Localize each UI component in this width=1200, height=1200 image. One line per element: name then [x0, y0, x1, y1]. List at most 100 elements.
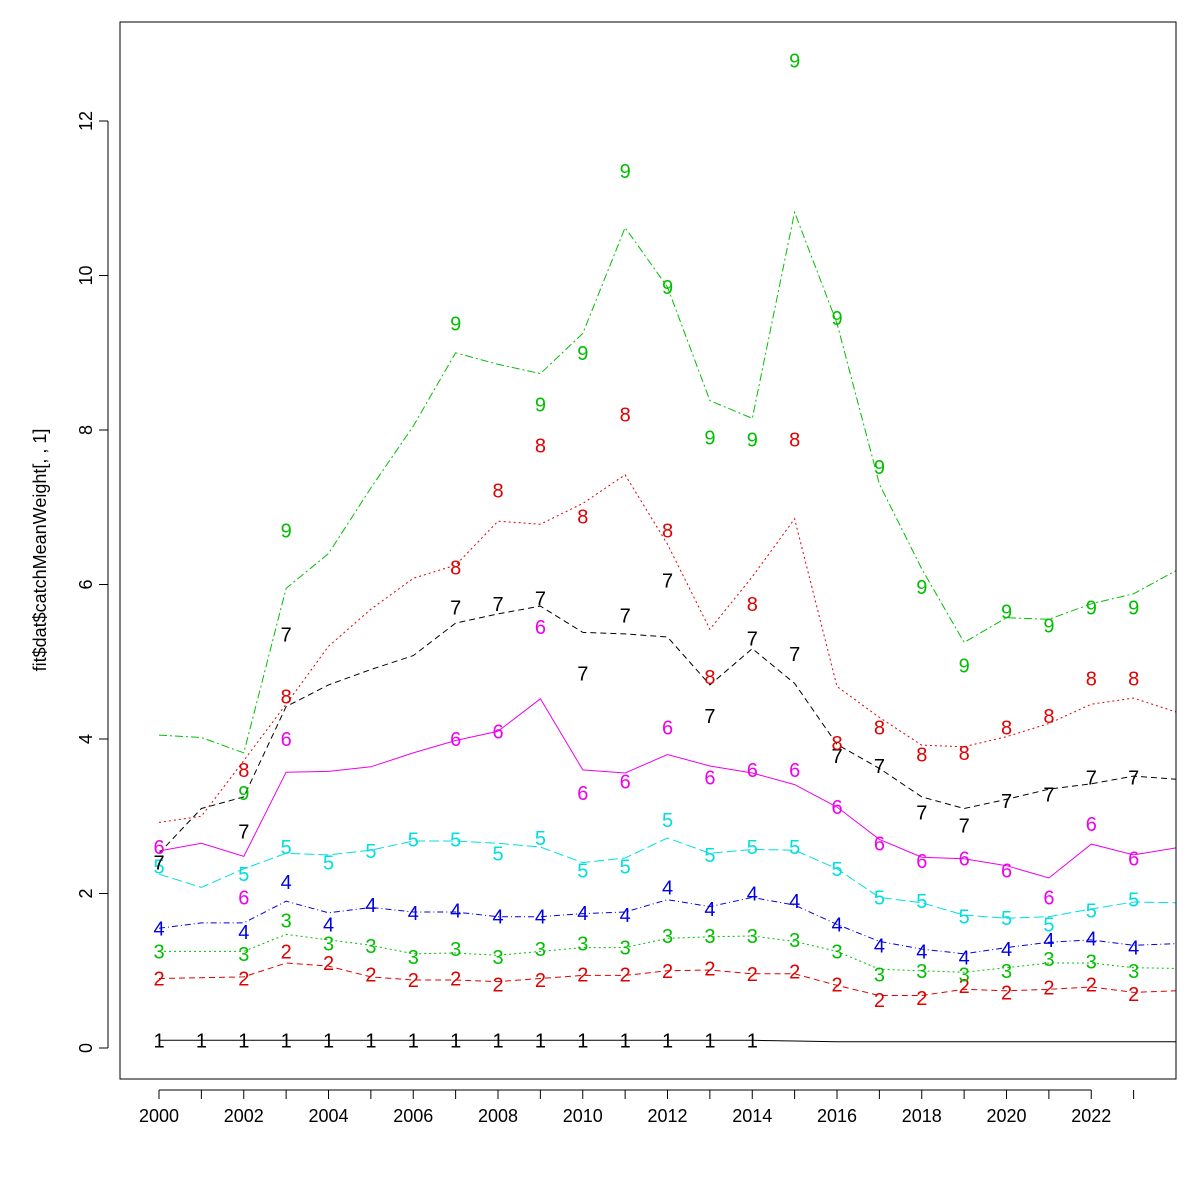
point-label-series-4: 4 — [1086, 928, 1097, 950]
x-tick-label: 2008 — [478, 1106, 518, 1126]
point-label-series-3: 3 — [281, 911, 292, 933]
point-label-series-1: 1 — [281, 1030, 292, 1052]
point-label-series-3: 3 — [789, 930, 800, 952]
y-axis: 0 2 4 6 8 10 12 — [76, 111, 109, 1053]
point-label-series-7: 7 — [281, 625, 292, 647]
point-label-series-9: 9 — [238, 783, 249, 805]
series-line-8 — [158, 474, 1177, 823]
point-label-series-7: 7 — [1086, 768, 1097, 790]
point-label-series-4: 4 — [620, 905, 631, 927]
point-label-series-9: 9 — [959, 656, 970, 678]
y-tick-label: 8 — [76, 425, 96, 435]
point-label-series-8: 8 — [577, 507, 588, 529]
point-label-series-8: 8 — [662, 520, 673, 542]
series-line-7 — [158, 605, 1177, 854]
y-tick-label: 2 — [76, 888, 96, 898]
x-tick-label: 2004 — [308, 1106, 348, 1126]
point-label-series-8: 8 — [450, 558, 461, 580]
point-label-series-4: 4 — [492, 907, 503, 929]
point-label-series-3: 3 — [153, 941, 164, 963]
point-label-series-2: 2 — [959, 976, 970, 998]
series-line-5 — [158, 837, 1177, 919]
point-label-series-9: 9 — [789, 51, 800, 73]
point-label-series-3: 3 — [365, 936, 376, 958]
point-label-series-3: 3 — [1128, 961, 1139, 983]
point-label-series-2: 2 — [916, 988, 927, 1010]
point-label-series-7: 7 — [620, 605, 631, 627]
point-label-series-5: 5 — [789, 837, 800, 859]
point-label-series-3: 3 — [450, 939, 461, 961]
point-label-series-3: 3 — [1086, 951, 1097, 973]
point-label-series-6: 6 — [577, 783, 588, 805]
point-label-series-7: 7 — [831, 746, 842, 768]
series-line-9 — [158, 210, 1177, 754]
point-label-series-8: 8 — [704, 667, 715, 689]
point-label-series-5: 5 — [323, 853, 334, 875]
point-label-series-4: 4 — [281, 872, 292, 894]
point-label-series-6: 6 — [831, 797, 842, 819]
point-label-series-2: 2 — [747, 964, 758, 986]
point-label-series-8: 8 — [535, 435, 546, 457]
point-label-series-2: 2 — [662, 961, 673, 983]
point-label-series-3: 3 — [916, 961, 927, 983]
y-tick-label: 0 — [76, 1043, 96, 1053]
point-label-series-2: 2 — [789, 962, 800, 984]
point-label-series-1: 1 — [153, 1030, 164, 1052]
point-label-series-4: 4 — [704, 899, 715, 921]
point-label-series-1: 1 — [577, 1030, 588, 1052]
point-label-series-6: 6 — [281, 729, 292, 751]
x-tick-label: 2012 — [647, 1106, 687, 1126]
point-label-series-2: 2 — [281, 941, 292, 963]
point-label-series-4: 4 — [1001, 939, 1012, 961]
point-label-series-2: 2 — [450, 968, 461, 990]
point-label-series-5: 5 — [620, 856, 631, 878]
y-tick-label: 12 — [76, 111, 96, 131]
point-label-series-6: 6 — [1043, 887, 1054, 909]
point-label-series-5: 5 — [916, 891, 927, 913]
point-label-series-2: 2 — [408, 970, 419, 992]
point-label-series-5: 5 — [492, 843, 503, 865]
point-label-series-8: 8 — [620, 405, 631, 427]
point-label-series-6: 6 — [662, 717, 673, 739]
point-label-series-7: 7 — [747, 629, 758, 651]
point-label-series-2: 2 — [535, 970, 546, 992]
point-label-series-6: 6 — [1128, 849, 1139, 871]
point-label-series-6: 6 — [789, 760, 800, 782]
point-label-series-6: 6 — [747, 760, 758, 782]
point-label-series-1: 1 — [492, 1030, 503, 1052]
point-label-series-8: 8 — [959, 743, 970, 765]
point-label-series-4: 4 — [153, 918, 164, 940]
point-label-series-2: 2 — [1043, 978, 1054, 1000]
point-label-series-6: 6 — [959, 849, 970, 871]
point-label-series-8: 8 — [1001, 717, 1012, 739]
point-label-series-8: 8 — [238, 760, 249, 782]
point-label-series-3: 3 — [535, 939, 546, 961]
point-label-series-3: 3 — [492, 947, 503, 969]
point-label-series-4: 4 — [874, 935, 885, 957]
point-label-series-4: 4 — [916, 941, 927, 963]
point-label-series-7: 7 — [1043, 785, 1054, 807]
point-label-series-1: 1 — [238, 1030, 249, 1052]
point-label-series-3: 3 — [577, 934, 588, 956]
point-label-series-6: 6 — [1086, 814, 1097, 836]
point-label-series-4: 4 — [535, 907, 546, 929]
x-tick-label: 2014 — [732, 1106, 772, 1126]
point-label-series-7: 7 — [153, 853, 164, 875]
point-label-series-2: 2 — [1086, 975, 1097, 997]
point-label-series-2: 2 — [492, 975, 503, 997]
point-label-series-9: 9 — [874, 457, 885, 479]
point-label-series-9: 9 — [916, 577, 927, 599]
point-label-series-2: 2 — [831, 975, 842, 997]
point-label-series-4: 4 — [789, 891, 800, 913]
point-label-series-2: 2 — [704, 958, 715, 980]
point-label-series-1: 1 — [620, 1030, 631, 1052]
point-label-series-4: 4 — [959, 948, 970, 970]
point-label-series-5: 5 — [1001, 908, 1012, 930]
point-label-series-3: 3 — [959, 965, 970, 987]
point-label-series-5: 5 — [662, 810, 673, 832]
point-label-series-8: 8 — [831, 733, 842, 755]
point-label-series-5: 5 — [747, 837, 758, 859]
point-label-series-8: 8 — [874, 717, 885, 739]
